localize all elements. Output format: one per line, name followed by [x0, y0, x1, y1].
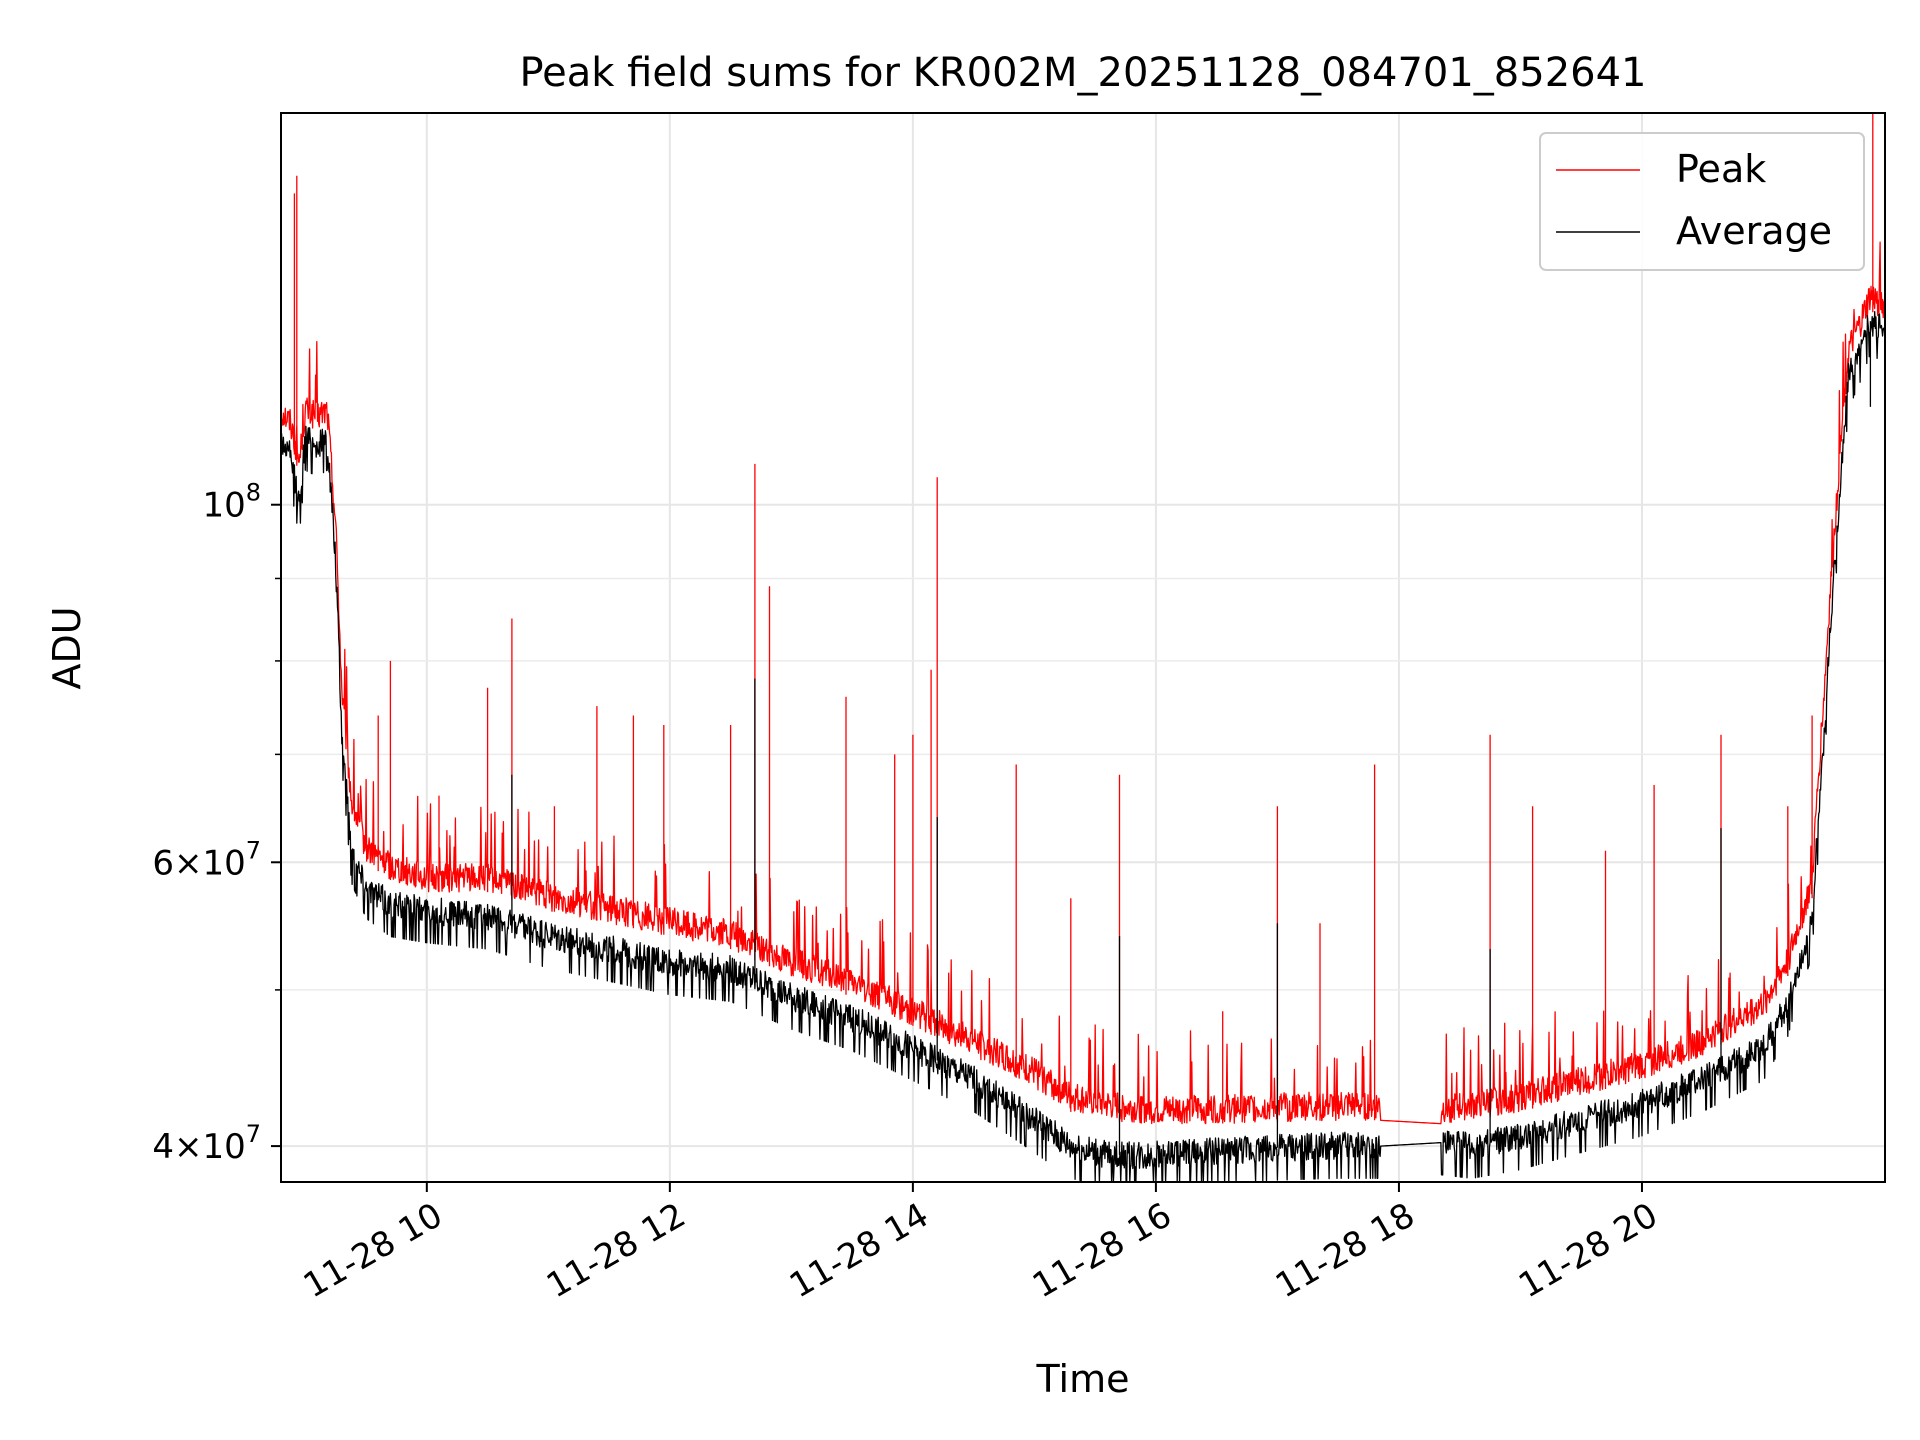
legend-box: [1539, 132, 1865, 271]
plot-frame: [280, 112, 1886, 1183]
y-axis-label: ADU: [45, 606, 89, 689]
legend: Peak Average: [1539, 132, 1865, 271]
y-tick-exp: 7: [246, 1120, 261, 1148]
chart-title: Peak field sums for KR002M_20251128_0847…: [519, 50, 1646, 96]
y-tick-mantissa: 4: [152, 1127, 174, 1167]
legend-peak-label: Peak: [1676, 147, 1766, 191]
y-tick-times: ×: [174, 1127, 203, 1167]
legend-average-label: Average: [1676, 209, 1832, 253]
x-axis-label: Time: [1036, 1357, 1130, 1401]
y-tick-exp: 8: [246, 479, 261, 507]
y-tick-label: 6×107: [152, 836, 261, 883]
y-tick-times: ×: [174, 843, 203, 883]
y-tick-mantissa: 6: [152, 843, 174, 883]
y-tick-base: 10: [202, 843, 245, 883]
y-tick-label: 4×107: [152, 1120, 261, 1167]
y-tick-base: 10: [202, 486, 245, 526]
y-tick-label: 108: [202, 479, 261, 526]
y-tick-base: 10: [202, 1127, 245, 1167]
series-average-line: [280, 311, 1886, 1183]
y-tick-exp: 7: [246, 836, 261, 864]
series-layer: [280, 113, 1886, 1183]
